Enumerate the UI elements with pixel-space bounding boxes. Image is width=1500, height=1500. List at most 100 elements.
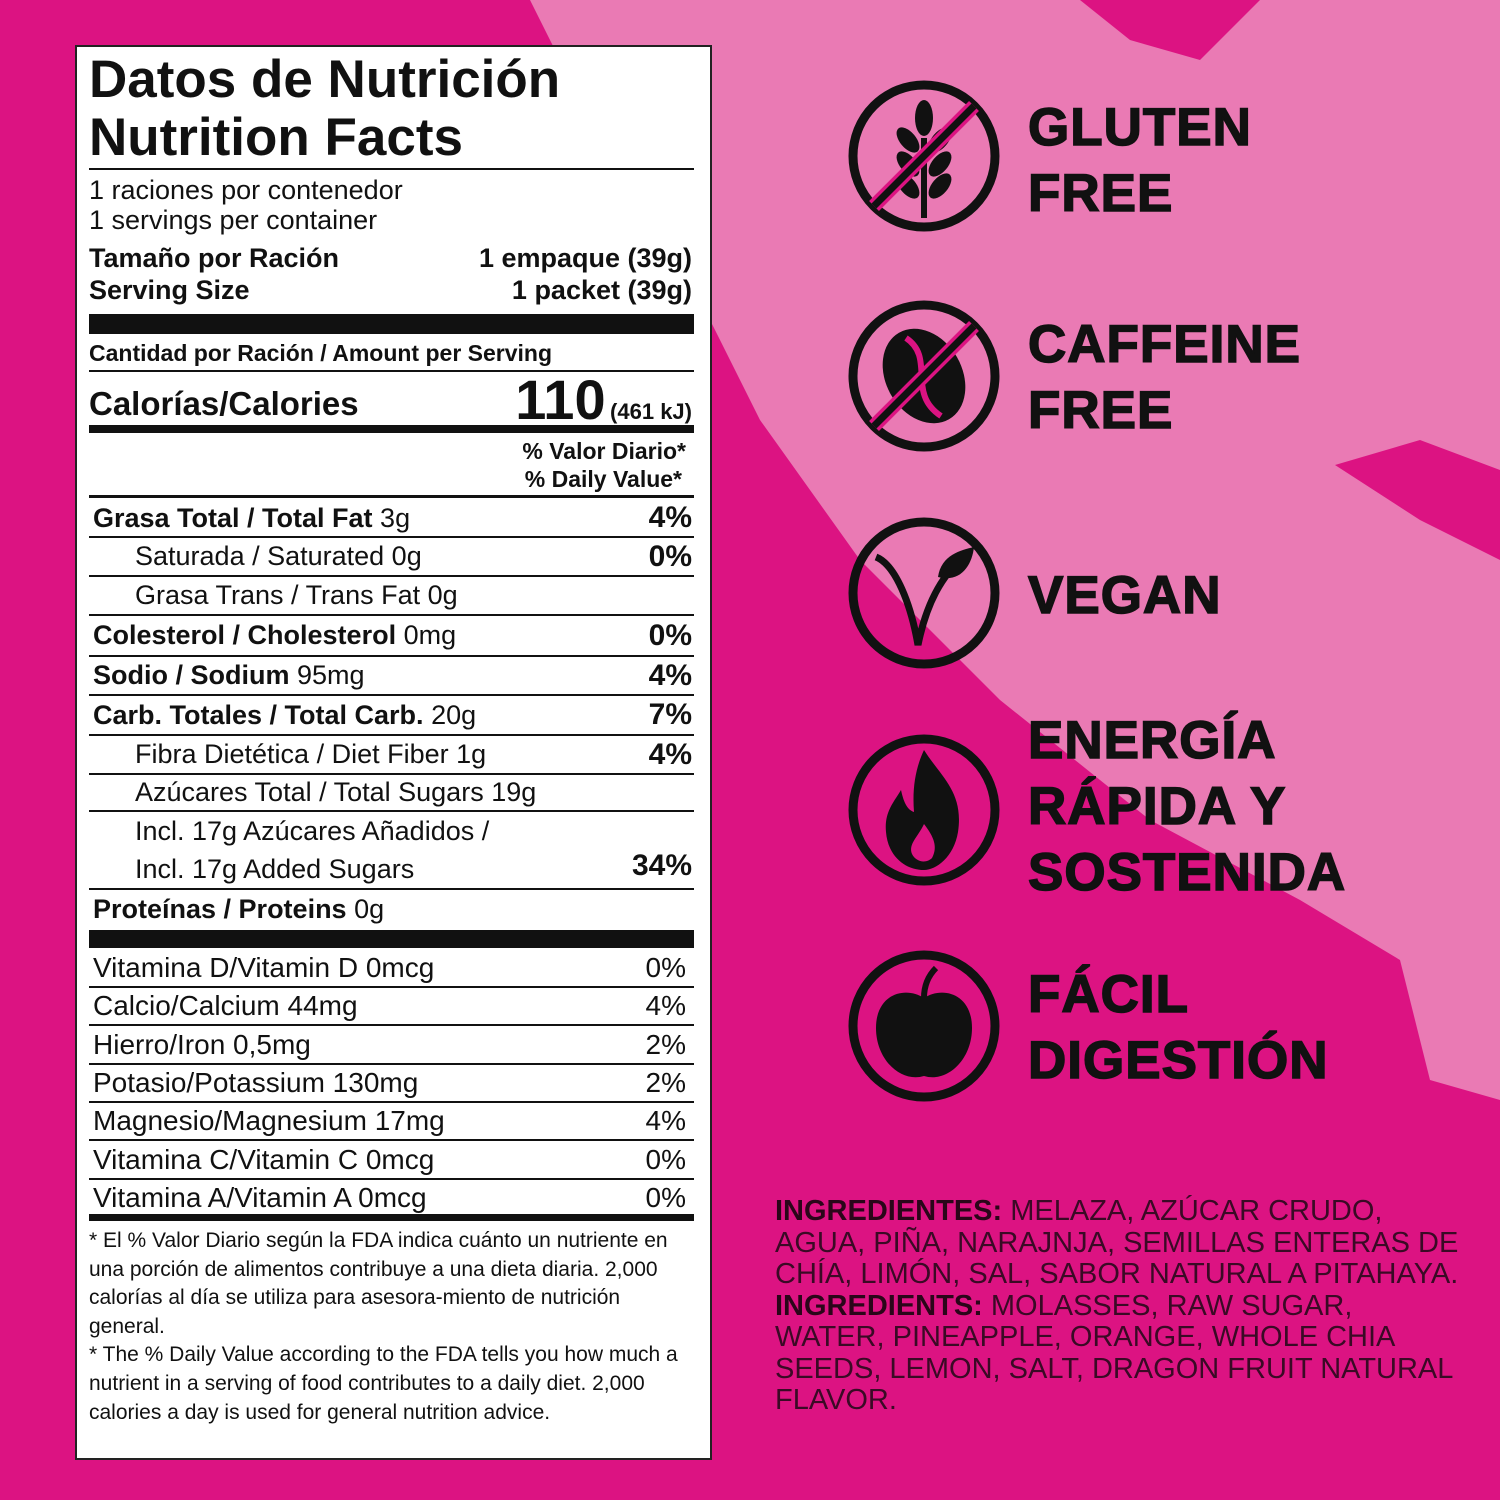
nutrient-name: Colesterol / Cholesterol 0mg xyxy=(93,620,457,650)
nutrient-row: Azúcares Total / Total Sugars 19g xyxy=(89,774,692,811)
claim-easy-digestion: FÁCIL DIGESTIÓN xyxy=(1027,964,1329,1091)
divider xyxy=(89,575,694,577)
nutrient-row: Saturada / Saturated 0g 0% xyxy=(89,537,692,576)
nutrient-row: Grasa Trans / Trans Fat 0g xyxy=(89,576,692,615)
serving-size-es-value: 1 empaque (39g) xyxy=(478,242,692,273)
divider xyxy=(89,168,694,170)
divider xyxy=(89,734,694,736)
calories-kj: (461 kJ) xyxy=(610,398,692,424)
vitamin-name: Magnesio/Magnesium 17mg xyxy=(93,1105,445,1137)
vitamin-dv: 4% xyxy=(645,990,686,1022)
vitamin-name: Hierro/Iron 0,5mg xyxy=(93,1028,311,1060)
amount-per-serving: Cantidad por Ración / Amount per Serving xyxy=(89,339,553,366)
nutrient-name: Grasa Trans / Trans Fat 0g xyxy=(135,580,458,610)
vitamin-name: Vitamina D/Vitamin D 0mcg xyxy=(93,952,435,983)
title-en: Nutrition Facts xyxy=(89,108,463,167)
vitamin-name: Vitamina A/Vitamin A 0mcg xyxy=(93,1181,427,1213)
vitamin-row: Hierro/Iron 0,5mg 2% xyxy=(89,1026,692,1064)
claim-vegan: VEGAN xyxy=(1027,565,1222,626)
nutrient-row: Sodio / Sodium 95mg 4% xyxy=(89,656,692,695)
nutrient-row: Proteínas / Proteins 0g xyxy=(89,889,692,930)
calories-label: Calorías/Calories xyxy=(89,385,359,422)
nutrient-dv: 4% xyxy=(648,737,692,771)
vitamin-dv: 0% xyxy=(645,1181,686,1213)
ingredients-en: INGREDIENTS: MOLASSES, RAW SUGAR, WATER,… xyxy=(775,1289,1453,1416)
thick-divider xyxy=(89,425,694,433)
nutrient-dv: 4% xyxy=(648,501,692,534)
footnote-es: * El % Valor Diario según la FDA indica … xyxy=(89,1229,668,1338)
vitamin-row: Vitamina D/Vitamin D 0mcg 0% xyxy=(89,949,692,987)
servings-en: 1 servings per container xyxy=(89,204,378,235)
serving-size-en: Serving Size xyxy=(89,274,250,305)
vitamin-row: Magnesio/Magnesium 17mg 4% xyxy=(89,1102,692,1140)
nutrient-name: Saturada / Saturated 0g xyxy=(135,541,422,571)
nutrition-facts-label: Datos de Nutrición Nutrition Facts 1 rac… xyxy=(75,45,712,1460)
nutrient-name: Sodio / Sodium 95mg xyxy=(93,660,365,690)
claim-caffeine-free: CAFFEINE FREE xyxy=(1027,314,1301,441)
divider xyxy=(89,888,694,890)
thick-divider xyxy=(89,930,694,948)
divider xyxy=(89,1139,694,1142)
dv-es: % Valor Diario* xyxy=(522,437,686,464)
vitamin-name: Vitamina C/Vitamin C 0mcg xyxy=(93,1143,435,1175)
nutrient-name: Grasa Total / Total Fat 3g xyxy=(93,502,411,533)
divider xyxy=(89,1024,694,1027)
vitamin-dv: 0% xyxy=(645,952,686,983)
divider xyxy=(89,1177,694,1180)
nutrient-dv: 4% xyxy=(648,658,692,692)
divider xyxy=(89,536,694,538)
nutrient-dv: 0% xyxy=(648,539,692,573)
no-gluten-wheat-icon xyxy=(848,80,1000,232)
nutrient-row: Fibra Dietética / Diet Fiber 1g 4% xyxy=(89,735,692,774)
divider xyxy=(89,694,694,696)
flame-icon xyxy=(848,734,1000,886)
nutrient-row: Grasa Total / Total Fat 3g 4% xyxy=(89,499,692,537)
vitamin-row: Calcio/Calcium 44mg 4% xyxy=(89,987,692,1025)
serving-size-es: Tamaño por Ración xyxy=(89,242,340,273)
nutrient-row: Colesterol / Cholesterol 0mg 0% xyxy=(89,615,692,656)
divider xyxy=(89,810,694,812)
divider xyxy=(89,773,694,775)
calories-row: Calorías/Calories 110 (461 kJ) xyxy=(89,368,692,431)
title-es: Datos de Nutrición xyxy=(89,50,561,109)
divider xyxy=(89,1062,694,1065)
nutrient-dv: 0% xyxy=(648,618,692,652)
vitamin-dv: 4% xyxy=(645,1105,686,1137)
nutrient-dv: 34% xyxy=(631,849,692,882)
vitamin-dv: 0% xyxy=(645,1143,686,1175)
serving-size-en-value: 1 packet (39g) xyxy=(511,274,692,305)
nutrient-name: Incl. 17g Azúcares Añadidos / Incl. 17g A… xyxy=(135,816,490,884)
vitamin-row: Vitamina C/Vitamin C 0mcg 0% xyxy=(89,1141,692,1179)
nutrient-name: Carb. Totales / Total Carb. 20g xyxy=(93,699,477,730)
divider xyxy=(89,986,694,988)
divider xyxy=(89,1100,694,1103)
thick-divider xyxy=(89,1214,694,1221)
ingredients: INGREDIENTES: MELAZA, AZÚCAR CRUDO, AGUA… xyxy=(775,1195,1465,1417)
dv-en: % Daily Value* xyxy=(524,465,682,492)
divider xyxy=(89,495,694,498)
claim-gluten-free: GLUTEN FREE xyxy=(1027,97,1252,224)
vitamin-dv: 2% xyxy=(645,1066,686,1098)
nutrient-name: Proteínas / Proteins 0g xyxy=(93,894,385,924)
claim-energy: ENERGÍA RÁPIDA Y SOSTENIDA xyxy=(1027,710,1347,903)
vitamin-name: Calcio/Calcium 44mg xyxy=(93,990,358,1022)
vitamin-name: Potasio/Potassium 130mg xyxy=(93,1066,419,1098)
nutrient-row: Incl. 17g Azúcares Añadidos / Incl. 17g A… xyxy=(89,811,692,889)
divider xyxy=(89,655,694,657)
thick-divider xyxy=(89,314,694,334)
nutrient-name: Fibra Dietética / Diet Fiber 1g xyxy=(135,739,487,769)
nutrient-dv: 7% xyxy=(648,698,692,731)
nutrient-row: Carb. Totales / Total Carb. 20g 7% xyxy=(89,695,692,735)
vitamin-row: Potasio/Potassium 130mg 2% xyxy=(89,1064,692,1102)
calories-value: 110 xyxy=(515,367,606,431)
ingredients-es: INGREDIENTES: MELAZA, AZÚCAR CRUDO, AGUA… xyxy=(775,1195,1459,1290)
nutrient-name: Azúcares Total / Total Sugars 19g xyxy=(135,777,537,807)
vegan-leaf-icon xyxy=(848,517,1000,669)
vitamin-dv: 2% xyxy=(645,1028,686,1060)
apple-icon xyxy=(848,950,1000,1102)
no-caffeine-coffee-bean-icon xyxy=(848,300,1000,452)
vitamin-row: Vitamina A/Vitamin A 0mcg 0% xyxy=(89,1179,692,1217)
footnote-en: * The % Daily Value according to the FDA… xyxy=(89,1343,678,1424)
divider xyxy=(89,614,694,616)
